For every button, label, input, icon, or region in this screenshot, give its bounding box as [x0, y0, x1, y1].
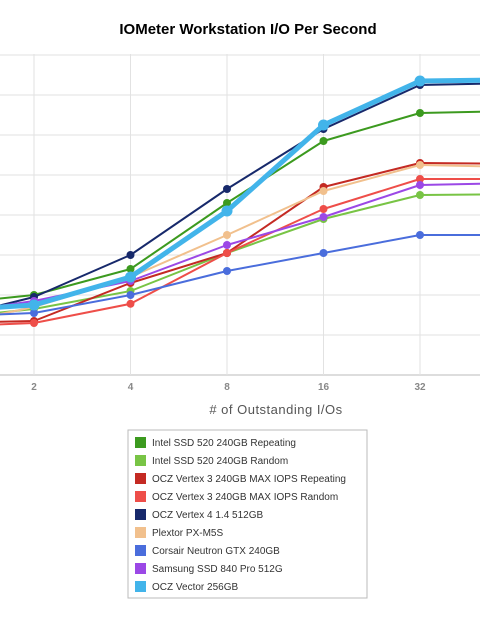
legend-label: Plextor PX-M5S: [152, 528, 223, 539]
x-tick-label: 8: [224, 382, 230, 393]
legend-swatch: [135, 437, 146, 448]
data-point: [223, 241, 231, 249]
data-point: [416, 109, 424, 117]
data-point: [223, 199, 231, 207]
data-point: [30, 319, 38, 327]
data-point: [126, 251, 135, 259]
legend-label: Intel SSD 520 240GB Random: [152, 456, 288, 467]
data-point: [28, 299, 40, 311]
series-lines: [0, 75, 480, 327]
series-line: [0, 110, 480, 300]
legend-label: Corsair Neutron GTX 240GB: [152, 546, 280, 557]
data-point: [319, 137, 328, 145]
legend-swatch: [135, 491, 146, 502]
legend: Intel SSD 520 240GB Repeating Intel SSD 5…: [127, 429, 368, 599]
series-line: [0, 162, 480, 323]
series-group: [0, 191, 480, 314]
legend-label: OCZ Vertex 4 1.4 512GB: [152, 510, 263, 521]
legend-swatch: [135, 455, 146, 466]
data-point: [416, 181, 424, 189]
legend-swatch: [135, 527, 146, 538]
chart-title: IOMeter Workstation I/O Per Second: [119, 21, 376, 38]
legend-swatch: [135, 545, 146, 556]
legend-label: Samsung SSD 840 Pro 512G: [152, 564, 283, 575]
data-point: [126, 291, 135, 299]
x-tick-label: 16: [318, 382, 330, 393]
data-point: [223, 267, 231, 275]
data-point: [416, 191, 424, 199]
data-point: [30, 309, 38, 317]
data-point: [221, 205, 233, 217]
legend-label: Intel SSD 520 240GB Repeating: [152, 438, 296, 449]
data-point: [319, 187, 328, 195]
series-group: [0, 109, 480, 300]
legend-label: OCZ Vertex 3 240GB MAX IOPS Repeating: [152, 474, 346, 485]
series-group: [0, 175, 480, 327]
data-point: [126, 299, 135, 308]
x-tick-label: 32: [414, 382, 426, 393]
legend-swatch: [135, 473, 146, 484]
data-point: [126, 265, 135, 273]
data-point: [223, 185, 231, 193]
x-tick-label: 4: [128, 382, 134, 393]
data-point: [319, 249, 328, 257]
x-tick-label: 2: [31, 382, 37, 393]
data-point: [318, 119, 329, 131]
data-point: [319, 205, 328, 213]
data-point: [414, 75, 426, 87]
legend-swatch: [135, 563, 146, 574]
data-point: [319, 213, 328, 221]
data-point: [223, 231, 231, 239]
series-line: [0, 193, 480, 314]
grid: [0, 54, 480, 376]
legend-box: [127, 429, 368, 599]
series-group: [0, 75, 480, 311]
data-point: [223, 249, 231, 257]
data-point: [125, 271, 136, 283]
data-point: [416, 161, 424, 169]
legend-swatch: [135, 509, 146, 520]
legend-label: OCZ Vector 256GB: [152, 582, 238, 593]
x-axis-label: # of Outstanding I/Os: [209, 402, 342, 417]
legend-swatch: [135, 581, 146, 592]
legend-label: OCZ Vertex 3 240GB MAX IOPS Random: [152, 492, 338, 503]
data-point: [416, 231, 424, 239]
data-point: [416, 175, 424, 183]
x-tick-labels: 2 4 8 16 32: [31, 382, 426, 393]
series-group: [0, 231, 480, 317]
